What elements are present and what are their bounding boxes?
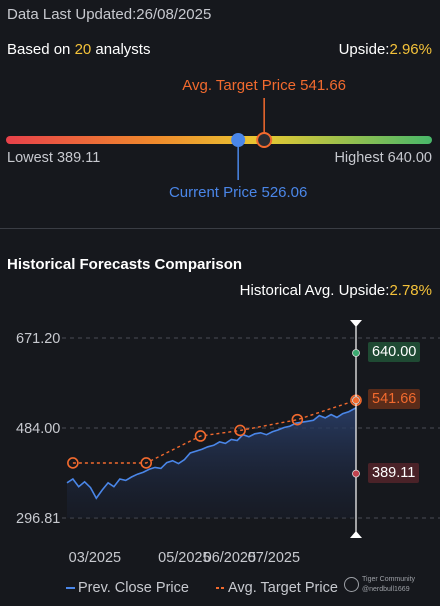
x-tick-label: 03/2025 [69,550,121,566]
based-on-suffix: analysts [95,41,151,58]
data-updated-text: Data Last Updated:26/08/2025 [7,6,211,23]
upside-text: Upside:2.96% [339,41,432,58]
historical-upside-label: Historical Avg. Upside: [239,282,390,299]
avg-target-label-text: Avg. Target Price [182,77,296,94]
prev-close-price-line [66,407,357,500]
low-target-end-point [352,469,360,478]
legend-item-avg-target[interactable]: Avg. Target Price [216,580,338,596]
price-area-fill [67,407,356,518]
target-range-slider [6,98,432,180]
axis-bottom-arrow-icon [350,531,362,538]
analyst-count: 20 [74,41,92,58]
y-tick-label: 484.00 [16,421,60,437]
avg-target-end-point [352,396,360,405]
watermark-name: Tiger Community [362,576,416,583]
legend-line-icon [66,587,75,590]
avg-target-point [234,424,246,437]
avg-target-point [140,457,153,469]
avg-target-point [291,413,304,426]
current-price-label: Current Price 526.06 [169,184,307,201]
highest-target-label: Highest 640.00 [334,150,432,166]
watermark: Tiger Community @nerdbull1669 [344,576,432,593]
axis-top-arrow-icon [350,320,362,327]
legend-label-avg-target: Avg. Target Price [228,580,338,596]
legend-label-prev-close: Prev. Close Price [78,580,189,596]
analyst-count-text: Based on 20 analysts [7,41,150,58]
avg-target-price-line [72,399,357,464]
avg-target-point [194,430,207,442]
x-tick-label: 06/2025 [204,550,256,566]
avg-target-label: Avg. Target Price 541.66 [182,77,346,94]
y-tick-label: 671.20 [16,331,60,347]
end-value-badges: 640.00 541.66 389.11 [0,300,440,572]
current-price-marker [231,133,246,147]
low-target-badge: 389.11 [368,462,420,483]
high-target-end-point [352,349,360,357]
legend-dashed-line-icon [216,587,225,590]
current-price-value: 526.06 [261,184,308,201]
highest-label-text: Highest [334,150,384,166]
historical-section-title: Historical Forecasts Comparison [7,256,243,273]
updated-date: 26/08/2025 [136,6,212,23]
x-tick-label: 05/2025 [158,550,210,566]
updated-label: Data Last Updated: [7,6,137,23]
historical-forecast-chart: 671.20 484.00 296.81 03/2025 05/202506/2025… [16,320,440,566]
current-price-label-text: Current Price [168,184,258,201]
range-bar [6,136,432,144]
y-tick-label: 296.81 [16,511,60,527]
watermark-user: @nerdbull1669 [362,586,410,593]
legend-item-prev-close[interactable]: Prev. Close Price [66,580,189,596]
avg-target-marker [256,132,273,148]
avg-target-badge: 541.66 [368,389,421,410]
highest-value: 640.00 [387,150,432,166]
avg-target-point [67,457,79,469]
upside-label: Upside: [338,41,390,58]
avg-target-value: 541.66 [300,77,347,94]
upside-value: 2.96% [389,41,432,58]
lowest-label-text: Lowest [7,150,53,166]
x-tick-label: 07/2025 [248,550,300,566]
tiger-logo-icon [344,577,359,592]
high-target-badge: 640.00 [368,342,421,362]
based-on-prefix: Based on [7,41,71,58]
lowest-value: 389.11 [56,150,101,166]
historical-upside-value: 2.78% [389,282,432,299]
section-divider [0,228,440,229]
historical-upside-text: Historical Avg. Upside:2.78% [240,282,432,299]
lowest-target-label: Lowest 389.11 [7,150,100,166]
